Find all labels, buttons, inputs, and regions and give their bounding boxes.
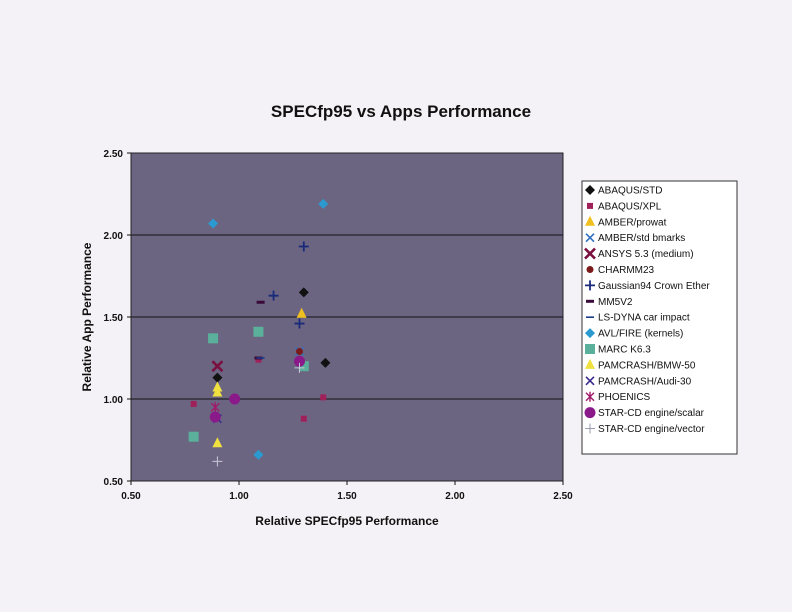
y-tick-label: 1.50 [104,313,124,324]
legend-marker [585,358,595,369]
data-point [190,400,197,407]
legend-label: ANSYS 5.3 (medium) [598,249,694,260]
legend-label: MM5V2 [598,297,633,308]
x-tick-label: 1.50 [337,491,357,502]
data-point [300,415,307,422]
data-point [320,357,331,368]
legend-label: STAR-CD engine/vector [598,424,705,435]
x-axis-title: Relative SPECfp95 Performance [255,514,439,528]
legend-label: PHOENICS [598,392,651,403]
legend-marker [587,202,593,209]
legend-box [581,180,738,455]
legend-label: Gaussian94 Crown Ether [598,281,710,292]
legend-label: AMBER/std bmarks [598,233,685,244]
data-point [293,355,305,367]
data-point [229,393,241,405]
x-tick-label: 2.00 [445,491,465,502]
legend-marker [585,423,595,434]
legend: ABAQUS/STD ABAQUS/XPL AMBER/prowat AMBER/st… [584,185,710,435]
legend-label: ABAQUS/XPL [598,201,662,212]
data-point [256,300,265,304]
legend-label: LS-DYNA car impact [598,313,690,324]
legend-marker [585,391,595,402]
data-point [209,411,221,423]
legend-marker [585,376,595,386]
data-point [298,287,309,298]
data-point [212,372,223,383]
x-axis-ticks: 0.50 1.00 1.50 2.00 2.50 [121,481,573,502]
data-point [268,290,279,301]
data-point [188,431,199,442]
legend-marker [585,185,595,195]
data-point [212,437,223,448]
data-point [212,456,223,467]
legend-label: STAR-CD engine/scalar [598,408,705,419]
legend-marker [584,407,596,419]
y-axis-ticks: 0.50 1.00 1.50 2.00 2.50 [104,149,131,488]
data-point [255,356,262,363]
legend-marker [585,280,595,291]
data-point [295,347,303,355]
data-point [294,318,305,329]
y-axis-title: Relative App Performance [80,242,94,391]
legend-label: PAMCRASH/Audi-30 [598,376,692,387]
data-points [188,198,331,467]
legend-label: MARC K6.3 [598,345,651,356]
y-tick-label: 2.00 [104,231,124,242]
legend-marker [585,233,595,243]
gridlines [131,234,563,400]
legend-label: ABAQUS/STD [598,186,662,197]
legend-label: CHARMM23 [598,265,655,276]
legend-label: AVL/FIRE (kernels) [598,329,683,340]
data-point [253,449,264,460]
data-point [296,307,307,318]
data-point [318,198,329,209]
chart-title: SPECfp95 vs Apps Performance [271,102,531,121]
data-point [253,326,264,337]
legend-label: AMBER/prowat [598,217,667,228]
data-point [208,333,219,344]
data-point [298,241,309,252]
y-tick-label: 2.50 [104,149,124,160]
data-point [211,360,224,373]
x-tick-label: 0.50 [121,491,141,502]
legend-marker [585,328,595,339]
legend-marker [585,344,595,354]
x-tick-label: 2.50 [553,491,573,502]
y-tick-label: 1.00 [104,395,124,406]
data-point [294,362,305,373]
legend-label: PAMCRASH/BMW-50 [598,360,696,371]
x-tick-label: 1.00 [229,491,249,502]
legend-marker [585,215,595,226]
data-point [210,402,220,413]
data-point [298,361,309,372]
legend-marker [586,299,594,303]
legend-marker [586,266,594,273]
data-point [320,394,327,401]
legend-marker [584,247,596,260]
y-tick-label: 0.50 [104,477,124,488]
data-point [208,218,219,229]
data-point [212,381,223,392]
